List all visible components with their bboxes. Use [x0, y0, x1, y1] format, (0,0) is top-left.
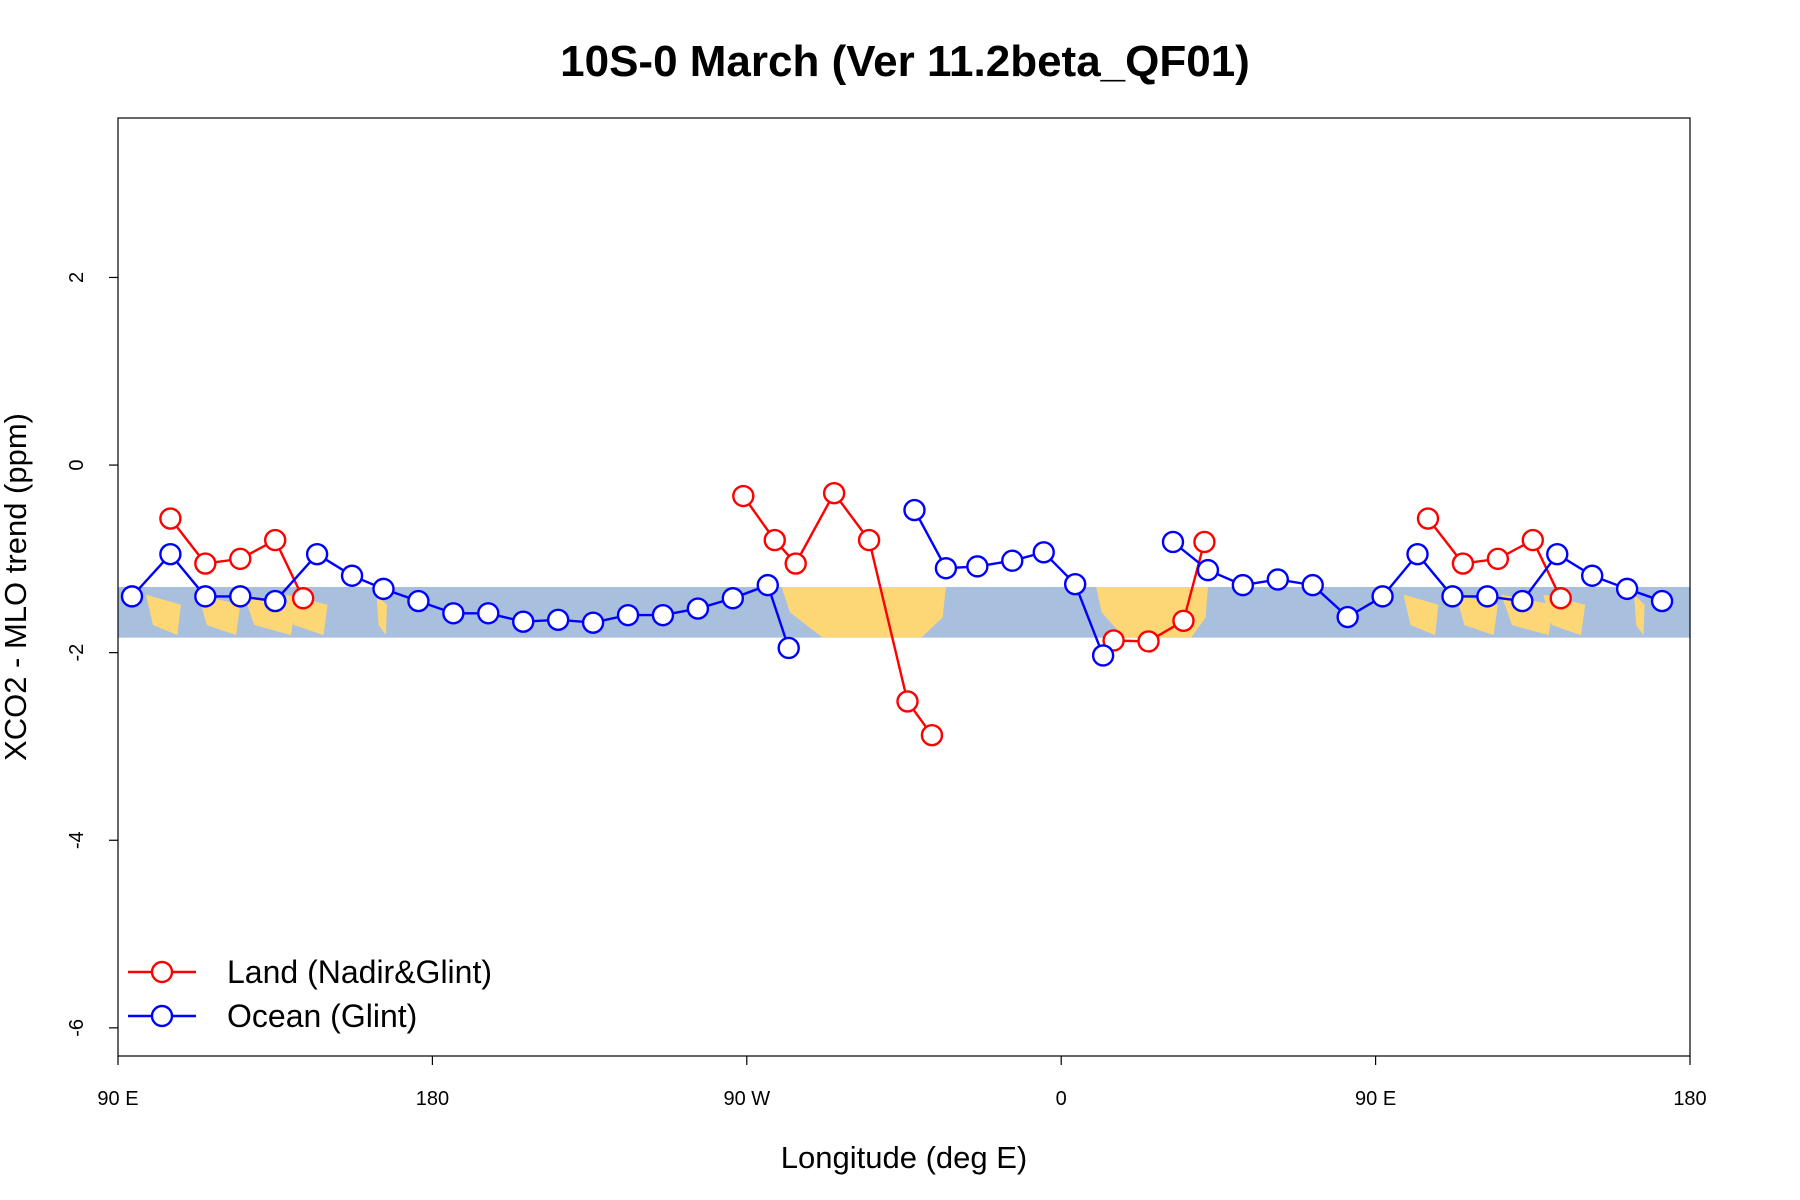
data-point: [159, 542, 182, 566]
data-point: [822, 482, 846, 505]
y-tick-label: 2: [66, 272, 88, 283]
data-point: [1521, 528, 1545, 552]
data-point: [264, 589, 287, 613]
x-tick-label: 90 W: [723, 1088, 770, 1110]
data-point: [651, 603, 675, 627]
data-point: [920, 724, 944, 747]
data-point: [264, 528, 287, 552]
data-point: [477, 602, 500, 625]
legend-marker: [150, 960, 174, 984]
data-point: [159, 507, 182, 530]
y-axis-label: XCO2 - MLO trend (ppm): [0, 413, 33, 761]
legend-label: Ocean (Glint): [227, 998, 417, 1034]
data-point: [581, 611, 605, 634]
data-point: [903, 498, 926, 522]
land-mass: [781, 587, 946, 638]
x-tick-label: 180: [416, 1088, 449, 1110]
data-point: [305, 542, 329, 566]
data-point: [120, 585, 144, 608]
chart-title: 10S-0 March (Ver 11.2beta_QF01): [560, 37, 1250, 86]
data-point: [1063, 572, 1087, 596]
x-axis-label: Longitude (deg E): [781, 1140, 1027, 1175]
data-point: [777, 636, 800, 660]
data-point: [1091, 644, 1115, 667]
x-tick-label: 180: [1673, 1088, 1706, 1110]
data-point: [1301, 573, 1324, 597]
data-point: [340, 564, 364, 587]
data-point: [857, 528, 881, 552]
legend-label: Land (Nadir&Glint): [227, 954, 492, 990]
data-point: [1451, 552, 1475, 575]
x-tick-label: 90 E: [97, 1088, 138, 1110]
y-tick-label: 0: [66, 459, 88, 470]
data-point: [1336, 605, 1359, 629]
plot-frame: [117, 117, 1691, 1057]
data-point: [934, 557, 958, 580]
data-point: [229, 547, 252, 571]
land-mass: [376, 594, 387, 636]
data-point: [721, 587, 745, 610]
series-layer: [120, 482, 1674, 747]
data-point: [784, 552, 807, 575]
data-point: [1231, 573, 1255, 597]
data-point: [442, 602, 465, 625]
y-tick-label: -6: [66, 1019, 88, 1037]
axes: 90 E 180 90 W 0 90 E 180 2 0 -2 -4 -6: [66, 272, 1707, 1110]
data-point: [194, 552, 217, 575]
data-point: [546, 608, 570, 632]
data-point: [1102, 629, 1125, 652]
x-tick-label: 0: [1056, 1088, 1067, 1110]
data-point: [763, 528, 786, 552]
data-point: [966, 555, 989, 578]
data-point: [686, 597, 710, 620]
data-point: [1511, 589, 1534, 613]
data-point: [1196, 558, 1220, 582]
data-point: [1416, 507, 1440, 530]
data-point: [896, 690, 919, 713]
land-mass: [145, 594, 181, 636]
data-point: [1193, 530, 1216, 554]
data-point: [756, 573, 779, 597]
data-point: [512, 610, 535, 633]
data-point: [1266, 568, 1289, 591]
data-point: [732, 484, 755, 508]
data-point: [1137, 630, 1160, 653]
data-point: [1476, 585, 1499, 608]
data-point: [1001, 549, 1024, 572]
data-point: [1486, 547, 1510, 571]
data-point: [407, 589, 430, 613]
data-point: [616, 603, 640, 627]
legend-marker: [150, 1004, 174, 1028]
data-point: [1650, 589, 1674, 613]
data-point: [1406, 542, 1429, 566]
y-tick-label: -4: [66, 831, 88, 849]
data-point: [194, 585, 217, 608]
series-line: [1113, 541, 1206, 643]
data-point: [1161, 530, 1185, 554]
land-mass: [1634, 594, 1645, 636]
data-point: [1371, 585, 1394, 608]
series-land: [159, 482, 1572, 747]
data-point: [1580, 564, 1604, 587]
data-point: [1549, 587, 1572, 610]
y-tick-label: -2: [66, 644, 88, 662]
data-point: [1441, 585, 1464, 608]
data-point: [291, 587, 315, 610]
legend: Land (Nadir&Glint) Ocean (Glint): [128, 954, 492, 1034]
data-point: [1172, 609, 1195, 632]
x-tick-label: 90 E: [1355, 1088, 1396, 1110]
data-point: [372, 577, 395, 601]
data-point: [1546, 542, 1569, 566]
series-ocean: [120, 498, 1674, 667]
data-point: [229, 585, 252, 608]
data-point: [1032, 541, 1055, 564]
land-mass: [1403, 594, 1439, 636]
data-point: [1615, 577, 1639, 601]
